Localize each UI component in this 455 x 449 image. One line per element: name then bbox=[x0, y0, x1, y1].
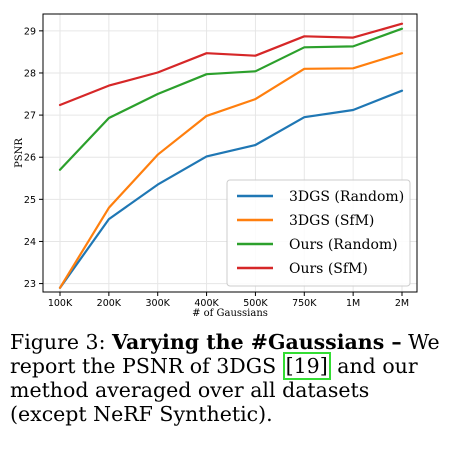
y-tick-label: 26 bbox=[24, 153, 36, 164]
ticks-layer: 23 24 25 26 27 28 29 100K 200K 300K 400K 500K 750K 1M… bbox=[24, 26, 409, 309]
legend-label: Ours (Random) bbox=[289, 237, 398, 253]
x-tick-label: 2M bbox=[395, 298, 409, 309]
legend: 3DGS (Random) 3DGS (SfM) Ours (Random) Ours… bbox=[226, 179, 411, 287]
series-layer bbox=[58, 22, 404, 289]
x-tick-label: 300K bbox=[146, 298, 171, 309]
y-axis-label: PSNR bbox=[14, 138, 25, 168]
x-tick-label: 500K bbox=[243, 298, 268, 309]
legend-label: Ours (SfM) bbox=[289, 261, 368, 277]
citation-link[interactable]: [19] bbox=[282, 352, 331, 380]
y-tick-label: 28 bbox=[24, 68, 36, 79]
x-tick-label: 100K bbox=[48, 298, 73, 309]
y-tick-label: 23 bbox=[24, 279, 36, 290]
series-line-2 bbox=[58, 27, 404, 171]
series-line-3 bbox=[58, 22, 404, 107]
y-tick-label: 29 bbox=[24, 26, 36, 37]
x-tick-label: 1M bbox=[346, 298, 360, 309]
y-tick-label: 24 bbox=[24, 237, 36, 248]
legend-box bbox=[226, 179, 411, 287]
y-tick-label: 27 bbox=[24, 111, 36, 122]
legend-label: 3DGS (SfM) bbox=[289, 213, 374, 229]
x-axis-label: # of Gaussians bbox=[192, 308, 268, 319]
figure-caption: Figure 3: Varying the #Gaussians – We re… bbox=[10, 330, 450, 426]
caption-bold-title: Varying the #Gaussians – bbox=[112, 330, 402, 354]
caption-prefix: Figure 3: bbox=[10, 330, 113, 354]
x-tick-label: 200K bbox=[97, 298, 122, 309]
caption-text-2: and our method averaged over all dataset… bbox=[10, 354, 418, 426]
caption-text-1: We report the PSNR of 3DGS bbox=[10, 330, 440, 378]
x-tick-label: 750K bbox=[292, 298, 317, 309]
psnr-line-chart: 23 24 25 26 27 28 29 100K 200K 300K 400K 500K 750K 1M… bbox=[14, 13, 418, 319]
series-line-1 bbox=[58, 52, 404, 289]
legend-label: 3DGS (Random) bbox=[289, 189, 404, 205]
plot-frame bbox=[42, 13, 418, 293]
series-line-0 bbox=[58, 89, 404, 289]
y-tick-label: 25 bbox=[24, 195, 36, 206]
x-tick-label: 400K bbox=[194, 298, 219, 309]
